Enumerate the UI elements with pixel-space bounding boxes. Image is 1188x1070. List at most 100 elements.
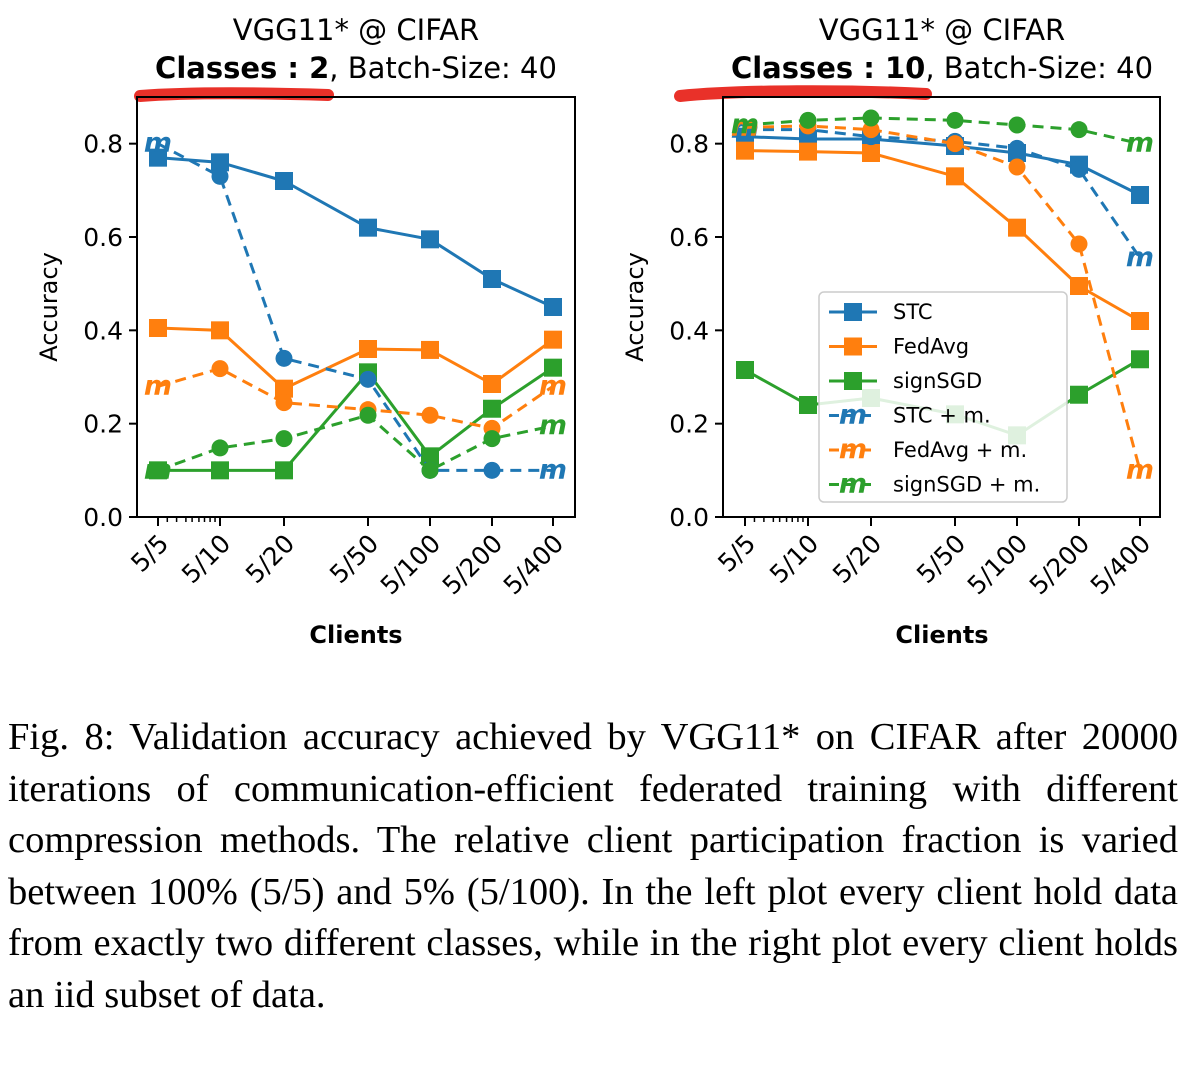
series-signsgd-m: mm: [731, 109, 1154, 159]
y-tick-label: 0.0: [83, 503, 123, 532]
data-point-circle: [421, 461, 439, 479]
data-point-m-marker: m: [539, 370, 567, 401]
data-point-circle: [799, 111, 817, 129]
data-point-square: [359, 340, 377, 358]
legend-box: [818, 291, 1068, 503]
legend-label: FedAvg + m.: [893, 438, 1027, 462]
y-axis-label: Accuracy: [621, 252, 649, 362]
legend-item-stc-m: m STC + m.: [829, 400, 991, 431]
data-point-circle: [211, 360, 229, 378]
data-point-m-marker: m: [144, 454, 172, 485]
legend-marker-square: [844, 303, 862, 321]
data-point-m-marker: m: [731, 109, 759, 140]
data-point-circle: [359, 370, 377, 388]
data-point-circle: [483, 461, 501, 479]
y-tick-label: 0.4: [669, 316, 709, 345]
x-tick-label: 5/400: [1085, 529, 1156, 600]
data-point-square: [544, 358, 562, 377]
legend-marker-m: m: [839, 469, 867, 500]
y-tick-label: 0.8: [83, 130, 123, 159]
legend-item-signsgd-m: m signSGD + m.: [829, 469, 1040, 500]
data-point-circle: [946, 135, 964, 153]
series-fedavg: [149, 319, 562, 398]
legend-marker-square: [844, 372, 862, 390]
chart-subtitle: Classes : 10, Batch-Size: 40: [731, 51, 1153, 85]
data-point-circle: [862, 121, 880, 139]
y-tick-label: 0.6: [669, 223, 709, 252]
data-point-square: [149, 319, 167, 337]
legend-label: STC: [893, 300, 933, 324]
data-point-circle: [211, 167, 229, 185]
legend-label: signSGD: [893, 369, 982, 393]
y-tick-label: 0.4: [83, 316, 123, 345]
y-tick-label: 0.8: [669, 130, 709, 159]
x-tick-label: 5/200: [437, 529, 508, 600]
y-tick-label: 0.2: [669, 410, 709, 439]
subtitle-batch-size: , Batch-Size: 40: [329, 51, 557, 85]
data-point-square: [946, 167, 964, 186]
data-point-m-marker: m: [539, 410, 567, 441]
data-point-circle: [1008, 158, 1026, 176]
data-point-square: [421, 230, 439, 249]
data-point-square: [275, 379, 293, 398]
x-tick-label: 5/5: [125, 529, 174, 578]
data-point-square: [799, 142, 817, 161]
data-point-square: [1070, 277, 1088, 295]
y-tick-label: 0.2: [83, 410, 123, 439]
legend-label: FedAvg: [893, 335, 969, 359]
data-point-circle: [1070, 235, 1088, 253]
data-point-circle: [862, 109, 880, 127]
highlight-underline: [674, 85, 932, 102]
data-point-square: [862, 144, 880, 162]
x-tick-label: 5/10: [176, 529, 236, 589]
chart-panel-right: VGG11* @ CIFAR Classes : 10, Batch-Size: …: [621, 13, 1161, 649]
data-point-square: [1131, 186, 1149, 204]
data-point-circle: [1070, 121, 1088, 139]
data-point-circle: [1008, 116, 1026, 134]
data-point-square: [736, 361, 754, 379]
data-point-square: [544, 330, 562, 349]
data-point-square: [483, 270, 501, 288]
legend-label: STC + m.: [893, 404, 991, 428]
legend-marker-m: m: [839, 400, 867, 431]
data-point-m-marker: m: [144, 128, 172, 159]
highlight-underline: [134, 87, 334, 102]
data-point-circle: [359, 406, 377, 424]
data-point-square: [544, 298, 562, 316]
data-point-square: [1070, 385, 1088, 404]
data-point-circle: [1008, 139, 1026, 157]
plot-frame: [722, 96, 1161, 518]
x-tick-label: 5/20: [240, 529, 300, 589]
x-tick-label: 5/5: [712, 529, 761, 578]
data-point-m-marker: m: [539, 454, 567, 485]
data-point-square: [1008, 218, 1026, 237]
data-point-circle: [1070, 160, 1088, 178]
chart-title: VGG11* @ CIFAR: [819, 13, 1065, 47]
legend-marker-m: m: [839, 434, 867, 465]
data-point-square: [736, 127, 754, 146]
legend-item-fedavg-m: m FedAvg + m.: [829, 434, 1027, 465]
x-tick-label: 5/200: [1024, 529, 1095, 600]
figure-canvas: VGG11* @ CIFAR Classes : 2, Batch-Size: 4…: [35, 13, 1161, 649]
figure-caption: Fig. 8: Validation accuracy achieved by …: [8, 716, 1178, 1016]
plot-frame: [136, 96, 576, 518]
data-point-circle: [275, 394, 293, 412]
data-point-square: [421, 340, 439, 359]
series-stc: [149, 148, 562, 316]
data-point-square: [1131, 312, 1149, 330]
chart-title: VGG11* @ CIFAR: [233, 13, 479, 47]
chart-subtitle: Classes : 2, Batch-Size: 40: [155, 51, 557, 85]
data-point-square: [275, 461, 293, 480]
data-point-circle: [275, 349, 293, 367]
x-tick-label: 5/400: [498, 529, 569, 600]
legend-item-signsgd: signSGD: [829, 369, 982, 393]
data-point-m-marker: m: [1126, 454, 1154, 485]
data-point-square: [483, 375, 501, 393]
series-stc: [736, 127, 1149, 204]
data-point-square: [483, 399, 501, 418]
data-point-circle: [483, 430, 501, 448]
subtitle-classes: Classes : 10: [731, 51, 925, 85]
data-point-m-marker: m: [1126, 128, 1154, 159]
data-point-square: [1131, 350, 1149, 369]
x-axis-label: Clients: [309, 621, 402, 649]
